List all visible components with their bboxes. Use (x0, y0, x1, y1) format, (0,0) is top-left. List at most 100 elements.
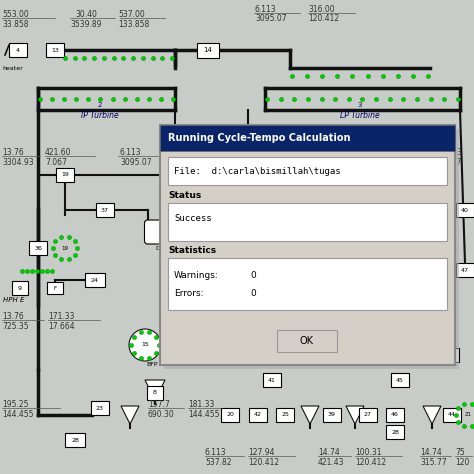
Text: 19: 19 (61, 173, 69, 177)
Text: 144.455: 144.455 (188, 410, 219, 419)
FancyBboxPatch shape (239, 263, 257, 277)
Text: 690.30: 690.30 (148, 410, 175, 419)
Text: 20: 20 (226, 412, 234, 418)
FancyBboxPatch shape (47, 282, 63, 294)
Text: 120.412: 120.412 (355, 458, 386, 467)
Text: Success: Success (174, 213, 211, 222)
Text: 0: 0 (250, 271, 256, 280)
Text: 21: 21 (465, 412, 472, 418)
Polygon shape (153, 229, 158, 235)
Text: 23: 23 (96, 405, 104, 410)
Text: 13.76: 13.76 (2, 312, 24, 321)
Text: 33.858: 33.858 (2, 20, 28, 29)
FancyBboxPatch shape (167, 255, 183, 269)
Polygon shape (423, 406, 441, 424)
Text: F: F (54, 285, 56, 291)
Text: 3539.89: 3539.89 (70, 20, 101, 29)
Text: 14.74: 14.74 (318, 448, 340, 457)
FancyBboxPatch shape (441, 348, 459, 362)
FancyBboxPatch shape (253, 324, 267, 336)
FancyBboxPatch shape (96, 203, 114, 217)
Polygon shape (346, 406, 364, 424)
Text: 6.113: 6.113 (120, 148, 142, 157)
Text: 8: 8 (153, 391, 157, 395)
Text: 27: 27 (364, 412, 372, 418)
Text: LPH C: LPH C (258, 342, 279, 348)
Text: 120.412: 120.412 (248, 458, 279, 467)
Text: 14: 14 (203, 47, 212, 53)
Text: 42: 42 (254, 412, 262, 418)
Text: 75: 75 (455, 448, 465, 457)
Circle shape (129, 329, 161, 361)
Text: 537.00: 537.00 (118, 10, 145, 19)
FancyBboxPatch shape (386, 408, 404, 422)
Text: OK: OK (300, 336, 314, 346)
FancyBboxPatch shape (221, 408, 239, 422)
FancyBboxPatch shape (160, 125, 455, 365)
FancyBboxPatch shape (160, 125, 455, 151)
Text: 725.35: 725.35 (2, 322, 28, 331)
FancyBboxPatch shape (91, 401, 109, 415)
FancyBboxPatch shape (323, 408, 341, 422)
Text: 37: 37 (101, 208, 109, 212)
Text: 2680.77: 2680.77 (430, 158, 462, 167)
Text: 19: 19 (62, 246, 69, 250)
FancyBboxPatch shape (373, 324, 387, 336)
Text: 17.664: 17.664 (48, 322, 74, 331)
FancyBboxPatch shape (197, 43, 219, 57)
Polygon shape (301, 406, 319, 424)
Text: 316.00: 316.00 (308, 5, 335, 14)
Text: F: F (378, 328, 382, 332)
FancyBboxPatch shape (147, 386, 163, 400)
Text: 28: 28 (71, 438, 79, 443)
Text: 9: 9 (18, 285, 22, 291)
FancyBboxPatch shape (46, 43, 64, 57)
Text: 7.067: 7.067 (45, 158, 67, 167)
Text: heater: heater (2, 65, 23, 71)
Polygon shape (163, 229, 168, 235)
Text: 195.25: 195.25 (2, 400, 28, 409)
Text: Errors:: Errors: (174, 289, 203, 298)
FancyBboxPatch shape (168, 157, 447, 185)
Text: 11: 11 (171, 229, 180, 235)
FancyBboxPatch shape (443, 408, 461, 422)
FancyBboxPatch shape (167, 175, 183, 189)
FancyBboxPatch shape (164, 129, 459, 369)
Text: 120.412: 120.412 (308, 14, 339, 23)
FancyBboxPatch shape (168, 203, 447, 241)
Text: 537.82: 537.82 (205, 458, 231, 467)
Text: Statistics: Statistics (168, 246, 216, 255)
Text: 36: 36 (34, 246, 42, 250)
Text: 3095.07: 3095.07 (255, 14, 287, 23)
Text: IP Turbine: IP Turbine (81, 110, 119, 119)
Text: 18: 18 (218, 353, 226, 357)
Text: 421.60: 421.60 (45, 148, 72, 157)
Text: 44: 44 (448, 412, 456, 418)
Polygon shape (145, 380, 165, 400)
Text: 43: 43 (244, 267, 252, 273)
Text: 46: 46 (391, 412, 399, 418)
Text: BFP: BFP (146, 362, 158, 367)
Text: 7: 7 (173, 259, 177, 264)
Text: LP Turbine: LP Turbine (340, 110, 380, 119)
Text: 29: 29 (446, 353, 454, 357)
Text: 171.33: 171.33 (48, 312, 74, 321)
Text: 157.7: 157.7 (148, 400, 170, 409)
Text: Deaerator: Deaerator (155, 246, 187, 250)
Text: Status: Status (168, 191, 201, 200)
Text: 6.113: 6.113 (255, 5, 277, 14)
Text: 133.858: 133.858 (118, 20, 149, 29)
Text: 315.77: 315.77 (420, 458, 447, 467)
Polygon shape (121, 406, 139, 424)
FancyBboxPatch shape (456, 203, 474, 217)
Text: 127.94: 127.94 (248, 448, 274, 457)
FancyBboxPatch shape (29, 241, 47, 255)
Text: 6: 6 (173, 180, 177, 184)
Text: File:  d:\carla\bismillah\tugas: File: d:\carla\bismillah\tugas (174, 166, 341, 175)
Text: 181.33: 181.33 (188, 400, 214, 409)
FancyBboxPatch shape (168, 258, 447, 310)
Text: LPH B: LPH B (378, 342, 398, 348)
FancyBboxPatch shape (276, 408, 294, 422)
Text: 25: 25 (281, 412, 289, 418)
Text: 553.00: 553.00 (2, 10, 29, 19)
